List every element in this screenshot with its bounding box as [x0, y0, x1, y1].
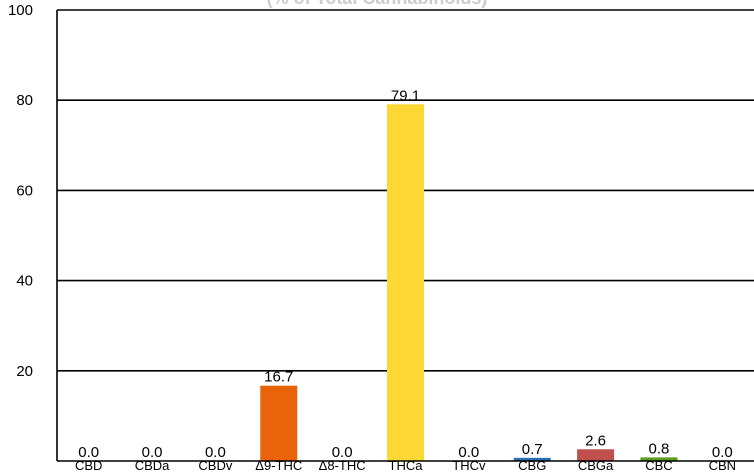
- data-label: 0.7: [522, 441, 543, 458]
- data-label: 79.1: [391, 87, 420, 104]
- bar: [260, 385, 298, 461]
- x-tick-label: CBD: [75, 458, 102, 470]
- axes-layer: [56, 10, 754, 462]
- x-tick-label: CBGa: [578, 458, 614, 470]
- x-tick-label: CBN: [709, 458, 736, 470]
- x-tick-label: THCa: [389, 458, 424, 470]
- x-tick-label: CBDa: [135, 458, 170, 470]
- data-label: 16.7: [264, 369, 293, 386]
- bar: [387, 104, 424, 461]
- data-label: 0.0: [78, 444, 99, 461]
- y-tick-label: 80: [16, 92, 33, 109]
- labels-layer: 204060801000.0CBD0.0CBDa0.0CBDv16.7Δ9-TH…: [8, 2, 736, 473]
- data-label: 0.0: [142, 444, 163, 461]
- data-label: 2.6: [585, 432, 606, 449]
- y-tick-label: 20: [16, 363, 33, 380]
- x-tick-label: CBC: [645, 458, 672, 470]
- x-tick-label: Δ9-THC: [255, 458, 302, 470]
- x-tick-label: Δ8-THC: [319, 458, 366, 470]
- y-tick-label: 60: [16, 182, 33, 199]
- data-label: 0.0: [712, 444, 733, 461]
- data-label: 0.0: [332, 444, 353, 461]
- y-tick-label: 100: [8, 2, 33, 19]
- data-label: 0.0: [205, 444, 226, 461]
- bars-layer: [260, 104, 678, 461]
- x-tick-label: CBG: [518, 458, 546, 470]
- data-label: 0.0: [458, 444, 479, 461]
- chart-title: (% of Total Cannabinoids): [267, 0, 488, 8]
- data-label: 0.8: [649, 440, 670, 457]
- bar: [577, 449, 615, 461]
- x-tick-label: THCv: [452, 458, 486, 470]
- y-tick-label: 40: [16, 273, 33, 290]
- bar: [640, 457, 678, 461]
- bar: [513, 457, 551, 461]
- x-tick-label: CBDv: [198, 458, 232, 470]
